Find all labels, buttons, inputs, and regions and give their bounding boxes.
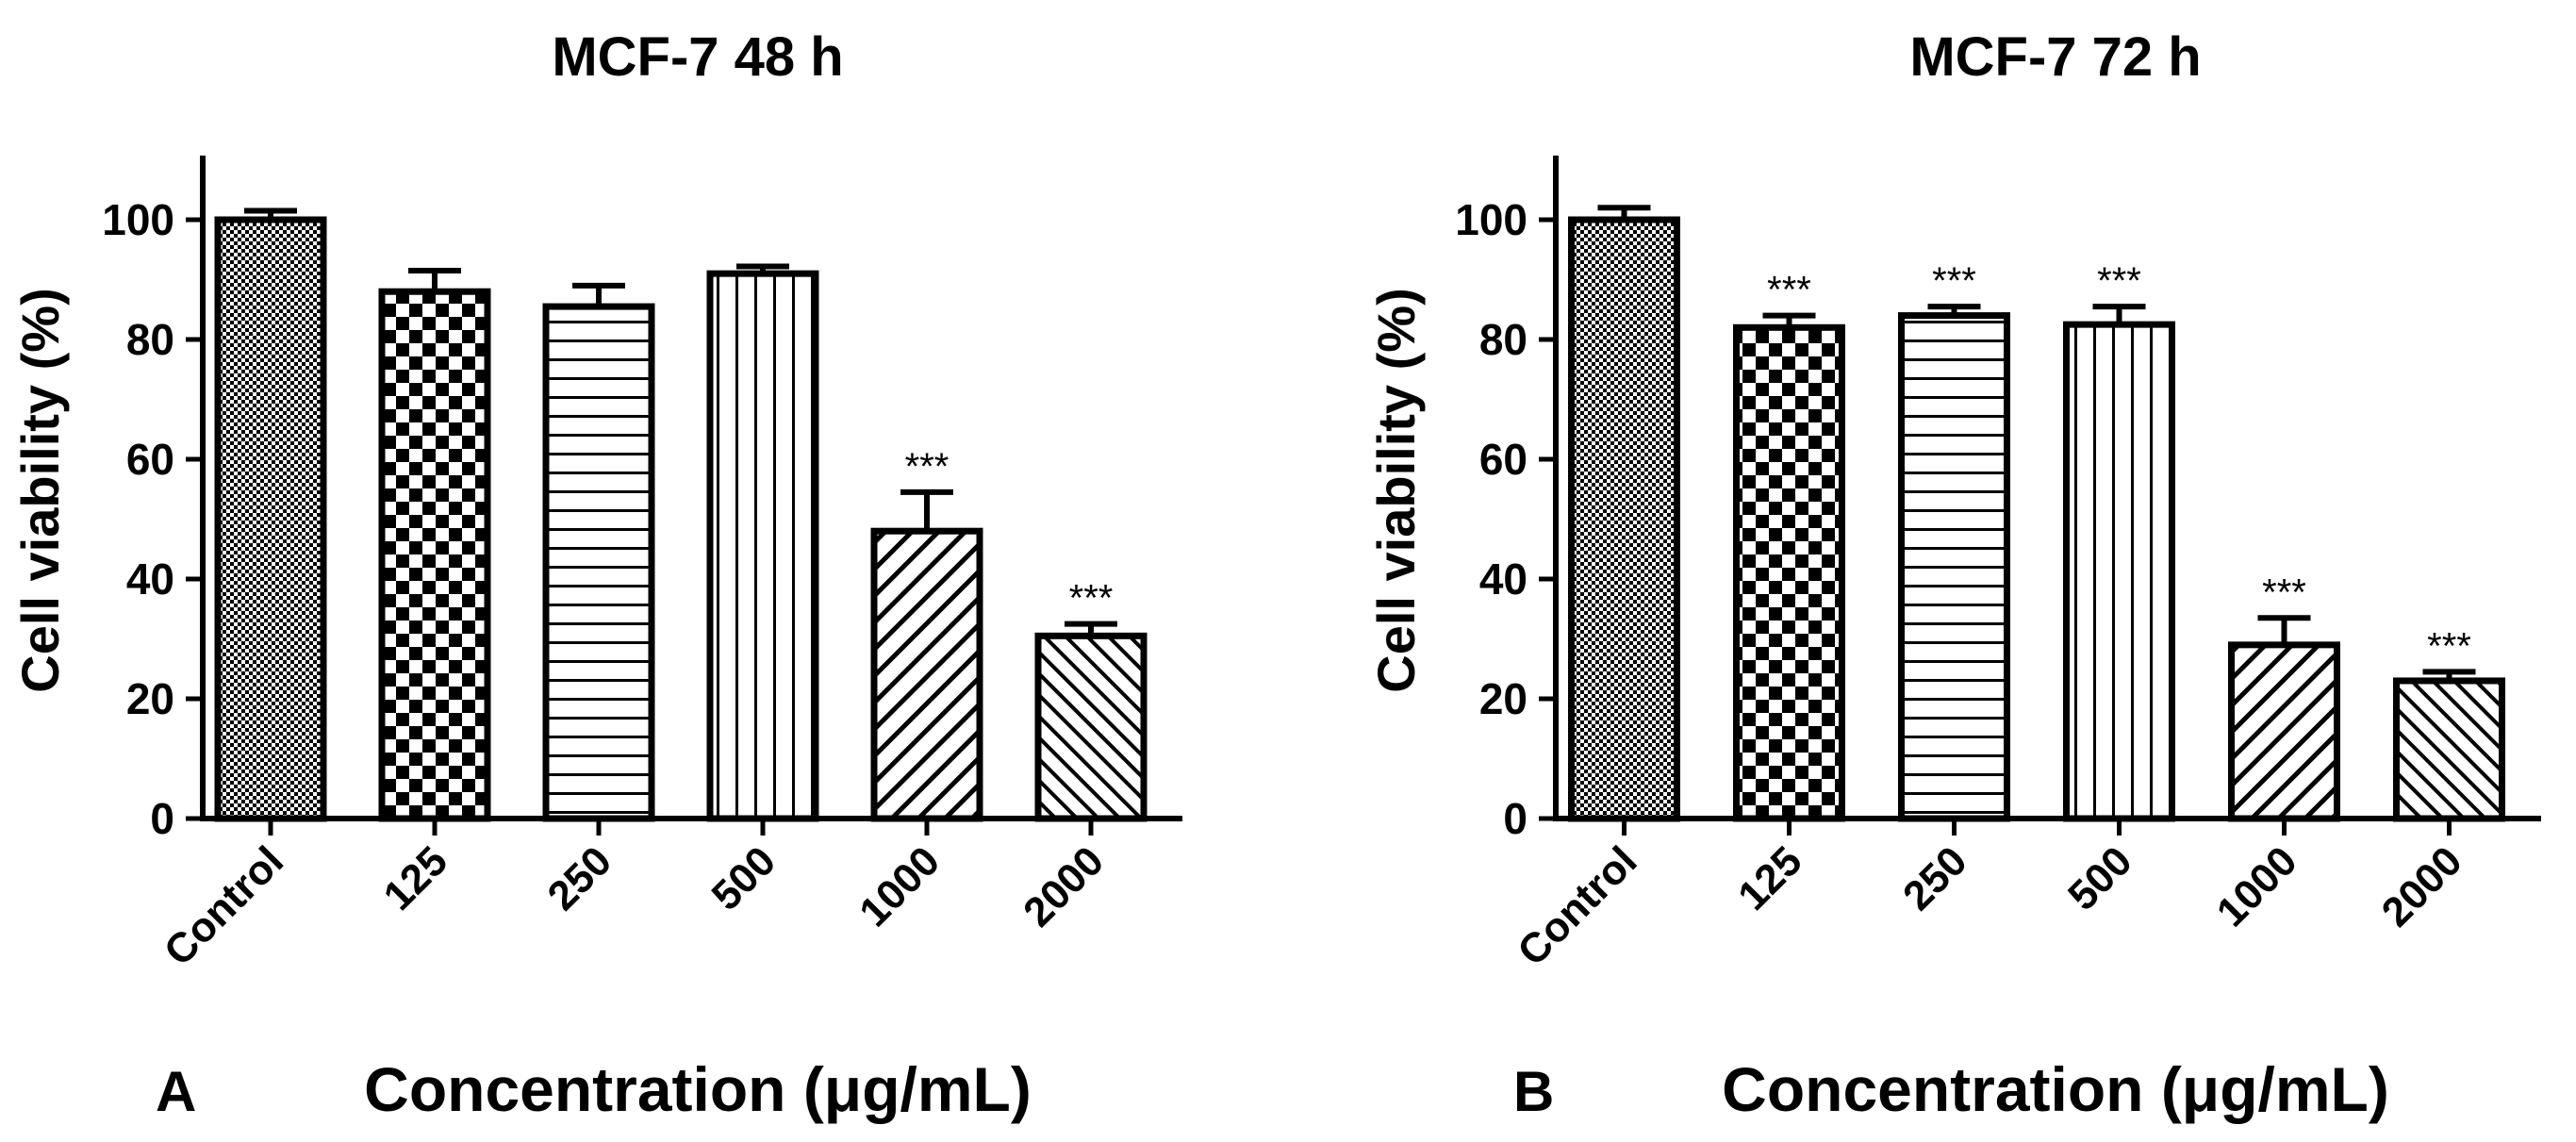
bar-250 xyxy=(542,303,655,822)
significance-label: *** xyxy=(905,446,949,488)
x-tick-label: 500 xyxy=(2059,837,2141,919)
bar-125 xyxy=(378,288,491,822)
significance-label: *** xyxy=(2262,571,2306,613)
y-tick-label: 100 xyxy=(1455,195,1527,244)
panel-a-ylabel: Cell viability (%) xyxy=(10,288,70,692)
significance-label: *** xyxy=(1932,260,1976,302)
panel-a: MCF-7 48 h Cell viability (%) Concentrat… xyxy=(10,26,1182,1124)
x-tick-label: 2000 xyxy=(1015,837,1113,935)
y-tick-label: 60 xyxy=(1479,435,1527,484)
x-tick-label: 125 xyxy=(1729,837,1811,919)
x-tick-label: 250 xyxy=(539,837,621,919)
panel-b-xlabel: Concentration (μg/mL) xyxy=(1722,1054,2389,1124)
bar-Control xyxy=(1568,216,1680,822)
panel-b: MCF-7 72 h Cell viability (%) Concentrat… xyxy=(1366,26,2541,1124)
y-tick-label: 0 xyxy=(150,794,174,843)
y-tick-label: 80 xyxy=(126,315,174,364)
panel-b-title: MCF-7 72 h xyxy=(1909,26,2201,88)
x-tick-label: 125 xyxy=(375,837,457,919)
significance-label: *** xyxy=(2097,260,2141,302)
significance-label: *** xyxy=(1767,270,1811,311)
bar-125 xyxy=(1733,323,1845,822)
x-tick-label: Control xyxy=(1509,837,1645,974)
panel-a-title: MCF-7 48 h xyxy=(552,26,843,88)
y-tick-label: 0 xyxy=(1503,794,1527,843)
panel-a-xlabel: Concentration (μg/mL) xyxy=(364,1054,1032,1124)
bar-1000 xyxy=(2228,641,2340,822)
significance-label: *** xyxy=(1069,578,1114,620)
bar-250 xyxy=(1898,312,2010,822)
y-tick-label: 100 xyxy=(102,195,174,244)
panel-b-ylabel: Cell viability (%) xyxy=(1366,288,1426,692)
x-tick-label: 2000 xyxy=(2373,837,2471,935)
y-tick-label: 20 xyxy=(1479,674,1527,723)
y-tick-label: 80 xyxy=(1479,315,1527,364)
x-tick-label: 1000 xyxy=(850,837,949,935)
y-tick-label: 40 xyxy=(126,554,174,604)
x-tick-label: 250 xyxy=(1894,837,1976,919)
x-tick-label: 500 xyxy=(703,837,785,919)
y-tick-label: 20 xyxy=(126,674,174,723)
bar-2000 xyxy=(2393,677,2505,822)
x-tick-label: 1000 xyxy=(2208,837,2306,935)
significance-label: *** xyxy=(2427,625,2471,667)
panel-b-plot: 0 20 40 60 80 100 Control *** 125 *** 250 *** 500 ***… xyxy=(1455,156,2541,975)
bar-500 xyxy=(706,270,819,822)
bar-1000 xyxy=(870,527,983,822)
panel-a-letter: A xyxy=(156,1060,196,1123)
y-tick-label: 60 xyxy=(126,435,174,484)
bar-Control xyxy=(214,216,327,822)
x-tick-label: Control xyxy=(156,837,292,974)
panel-b-letter: B xyxy=(1513,1060,1554,1123)
y-tick-label: 40 xyxy=(1479,554,1527,604)
bar-2000 xyxy=(1034,632,1148,822)
panel-a-plot: 0 20 40 60 80 100 Control 125 250 500 *** 1000 *** 20… xyxy=(102,156,1182,975)
bar-500 xyxy=(2063,321,2175,822)
